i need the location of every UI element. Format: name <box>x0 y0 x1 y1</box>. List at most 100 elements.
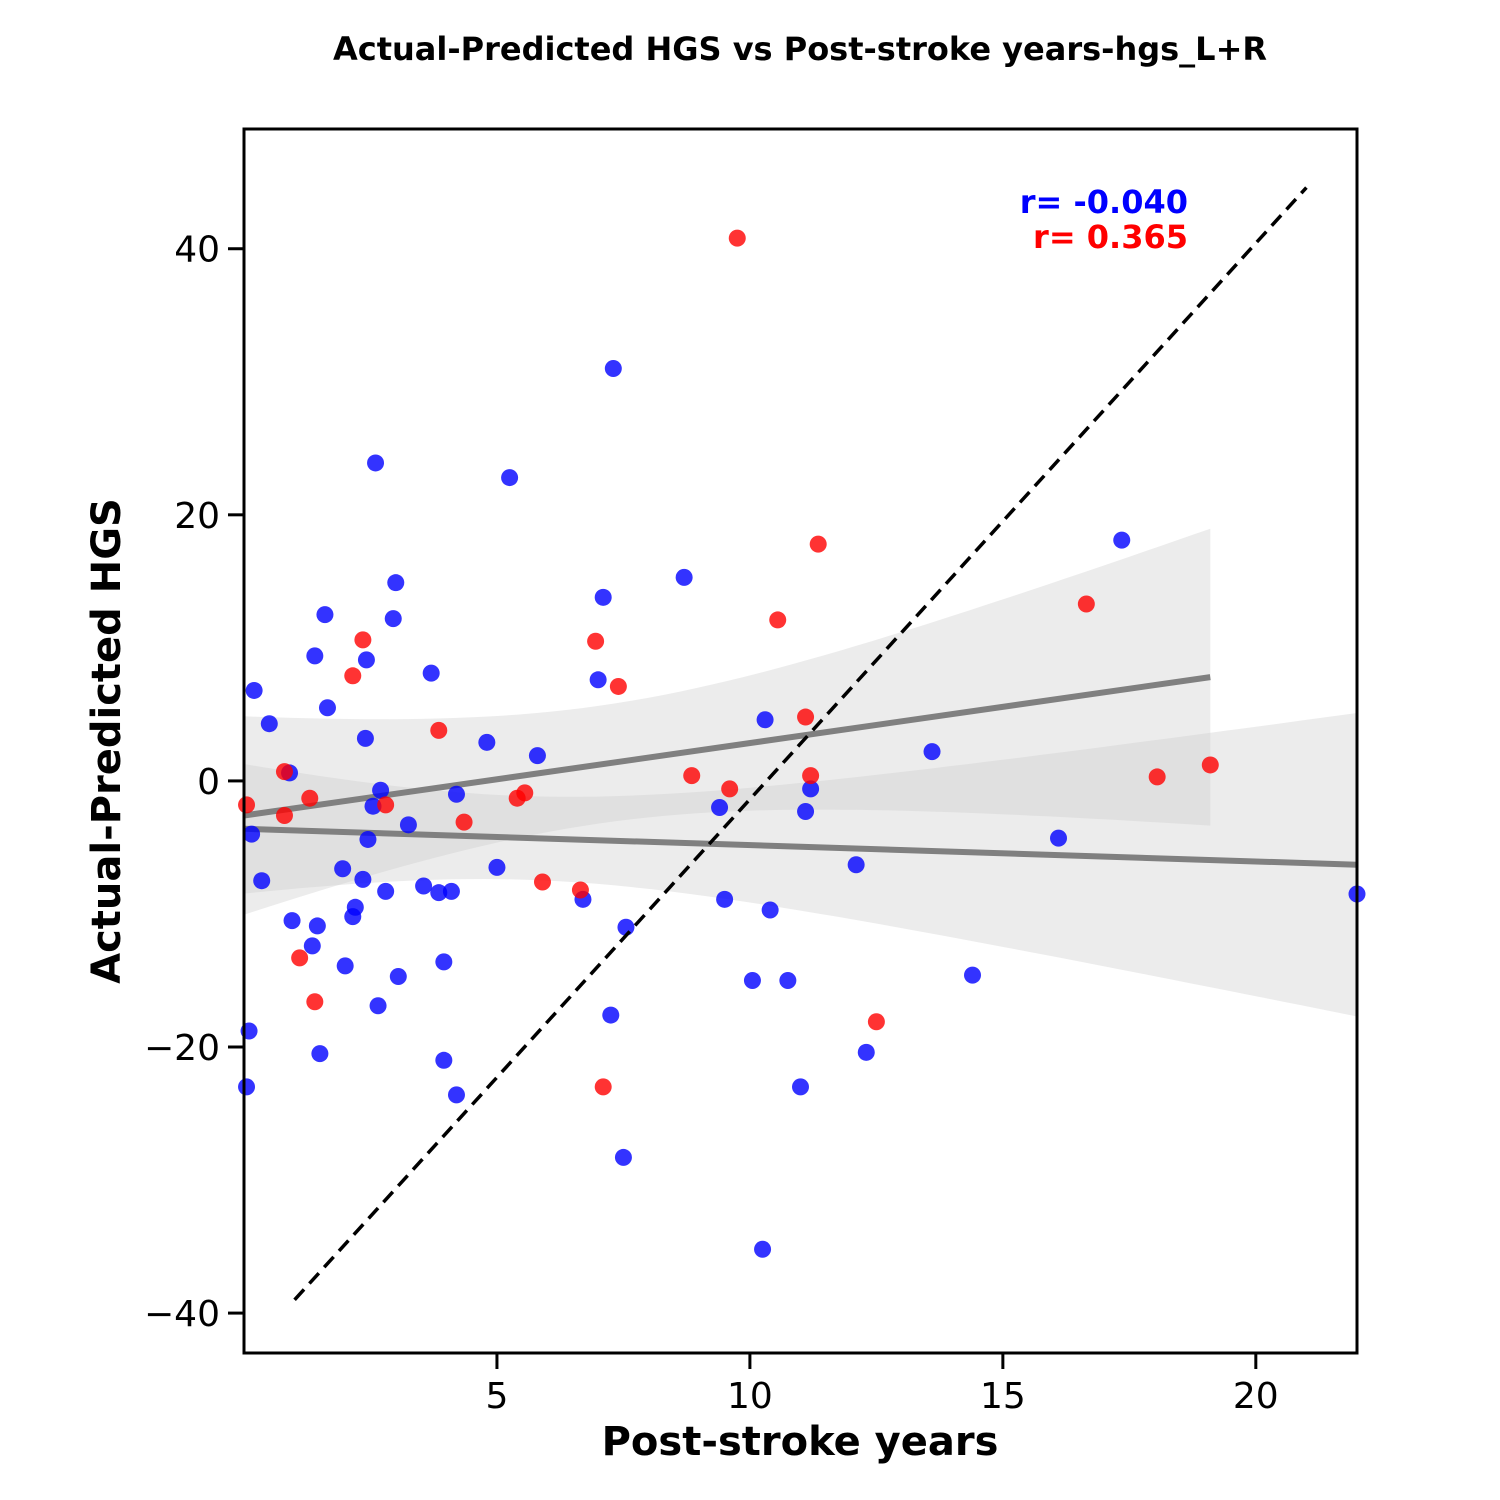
data-point <box>377 796 395 814</box>
x-tick-label: 20 <box>1233 1376 1279 1417</box>
data-point <box>377 882 395 900</box>
x-tick-label: 5 <box>486 1376 509 1417</box>
data-point <box>797 803 815 821</box>
y-tick-label: 20 <box>174 496 220 537</box>
data-point <box>1077 595 1095 613</box>
data-point <box>809 535 827 553</box>
data-point <box>435 1051 453 1069</box>
data-point <box>587 632 605 650</box>
data-point <box>318 699 336 717</box>
data-point <box>1113 531 1131 549</box>
data-point <box>316 606 334 624</box>
data-point <box>964 966 982 984</box>
data-point <box>354 631 372 649</box>
data-point <box>447 1086 465 1104</box>
data-point <box>857 1043 875 1061</box>
data-point <box>430 884 448 902</box>
data-point <box>260 715 278 733</box>
data-point <box>594 588 612 606</box>
data-point <box>756 711 774 729</box>
regression-lines <box>243 674 1358 868</box>
data-point <box>779 971 797 989</box>
data-point <box>364 797 382 815</box>
data-points <box>238 229 1366 1258</box>
data-point <box>743 971 761 989</box>
data-point <box>359 830 377 848</box>
data-point <box>435 953 453 971</box>
data-point <box>589 671 607 689</box>
data-point <box>238 1078 256 1096</box>
data-point <box>683 767 701 785</box>
y-tick-label: 40 <box>174 230 220 271</box>
data-point <box>384 610 402 628</box>
r-value-red: r= 0.365 <box>1033 218 1188 256</box>
data-point <box>308 917 326 935</box>
data-point <box>571 881 589 899</box>
data-point <box>923 743 941 761</box>
data-point <box>354 870 372 888</box>
data-point <box>334 860 352 878</box>
confidence-bands <box>244 528 1357 1017</box>
r-value-blue: r= -0.040 <box>1020 183 1188 221</box>
data-point <box>311 1045 329 1063</box>
data-point <box>754 1240 772 1258</box>
data-point <box>617 918 635 936</box>
data-point <box>533 873 551 891</box>
data-point <box>336 957 354 975</box>
data-point <box>442 882 460 900</box>
y-tick-label: 0 <box>197 762 220 803</box>
data-point <box>501 469 519 487</box>
data-point <box>369 997 387 1015</box>
data-point <box>399 816 417 834</box>
data-point <box>488 858 506 876</box>
data-point <box>455 813 473 831</box>
data-point <box>867 1013 885 1031</box>
data-point <box>802 780 820 798</box>
data-point <box>792 1078 809 1096</box>
data-point <box>422 664 440 682</box>
data-point <box>609 677 627 695</box>
data-point <box>516 784 534 802</box>
data-point <box>306 647 324 665</box>
data-point <box>769 611 787 629</box>
data-point <box>761 901 779 919</box>
data-point <box>357 651 375 669</box>
regression-line-1 <box>243 674 1211 819</box>
data-point <box>797 708 815 726</box>
data-point <box>344 667 362 685</box>
data-point <box>367 454 385 472</box>
data-point <box>721 780 739 798</box>
data-point <box>716 890 734 908</box>
plot-frame <box>242 127 1359 1355</box>
data-point <box>275 763 293 781</box>
data-point <box>430 721 448 739</box>
data-point <box>238 796 256 814</box>
data-point <box>528 747 546 765</box>
regression-line-0 <box>243 825 1358 868</box>
x-axis-ticks: 5 10 15 20 <box>486 1353 1279 1417</box>
data-point <box>275 807 293 825</box>
data-point <box>675 568 693 586</box>
data-point <box>346 898 364 916</box>
data-point <box>1050 829 1068 847</box>
data-point <box>614 1148 632 1166</box>
data-point <box>389 967 407 985</box>
chart-title: Actual-Predicted HGS vs Post-stroke year… <box>333 30 1267 68</box>
data-point <box>802 767 820 785</box>
identity-line <box>293 186 1308 1301</box>
x-tick-label: 15 <box>980 1376 1026 1417</box>
data-point <box>243 825 261 843</box>
data-point <box>604 359 622 377</box>
data-point <box>1201 756 1219 774</box>
data-point <box>356 729 374 747</box>
data-point <box>387 574 405 592</box>
x-axis-label: Post-stroke years <box>602 1419 999 1465</box>
data-point <box>415 877 433 895</box>
data-point <box>301 789 319 807</box>
y-axis-ticks: −40 −20 0 20 40 <box>144 230 244 1335</box>
data-point <box>303 937 321 955</box>
y-tick-label: −20 <box>144 1028 220 1069</box>
confidence-band-0 <box>244 713 1357 1017</box>
data-point <box>728 229 746 247</box>
